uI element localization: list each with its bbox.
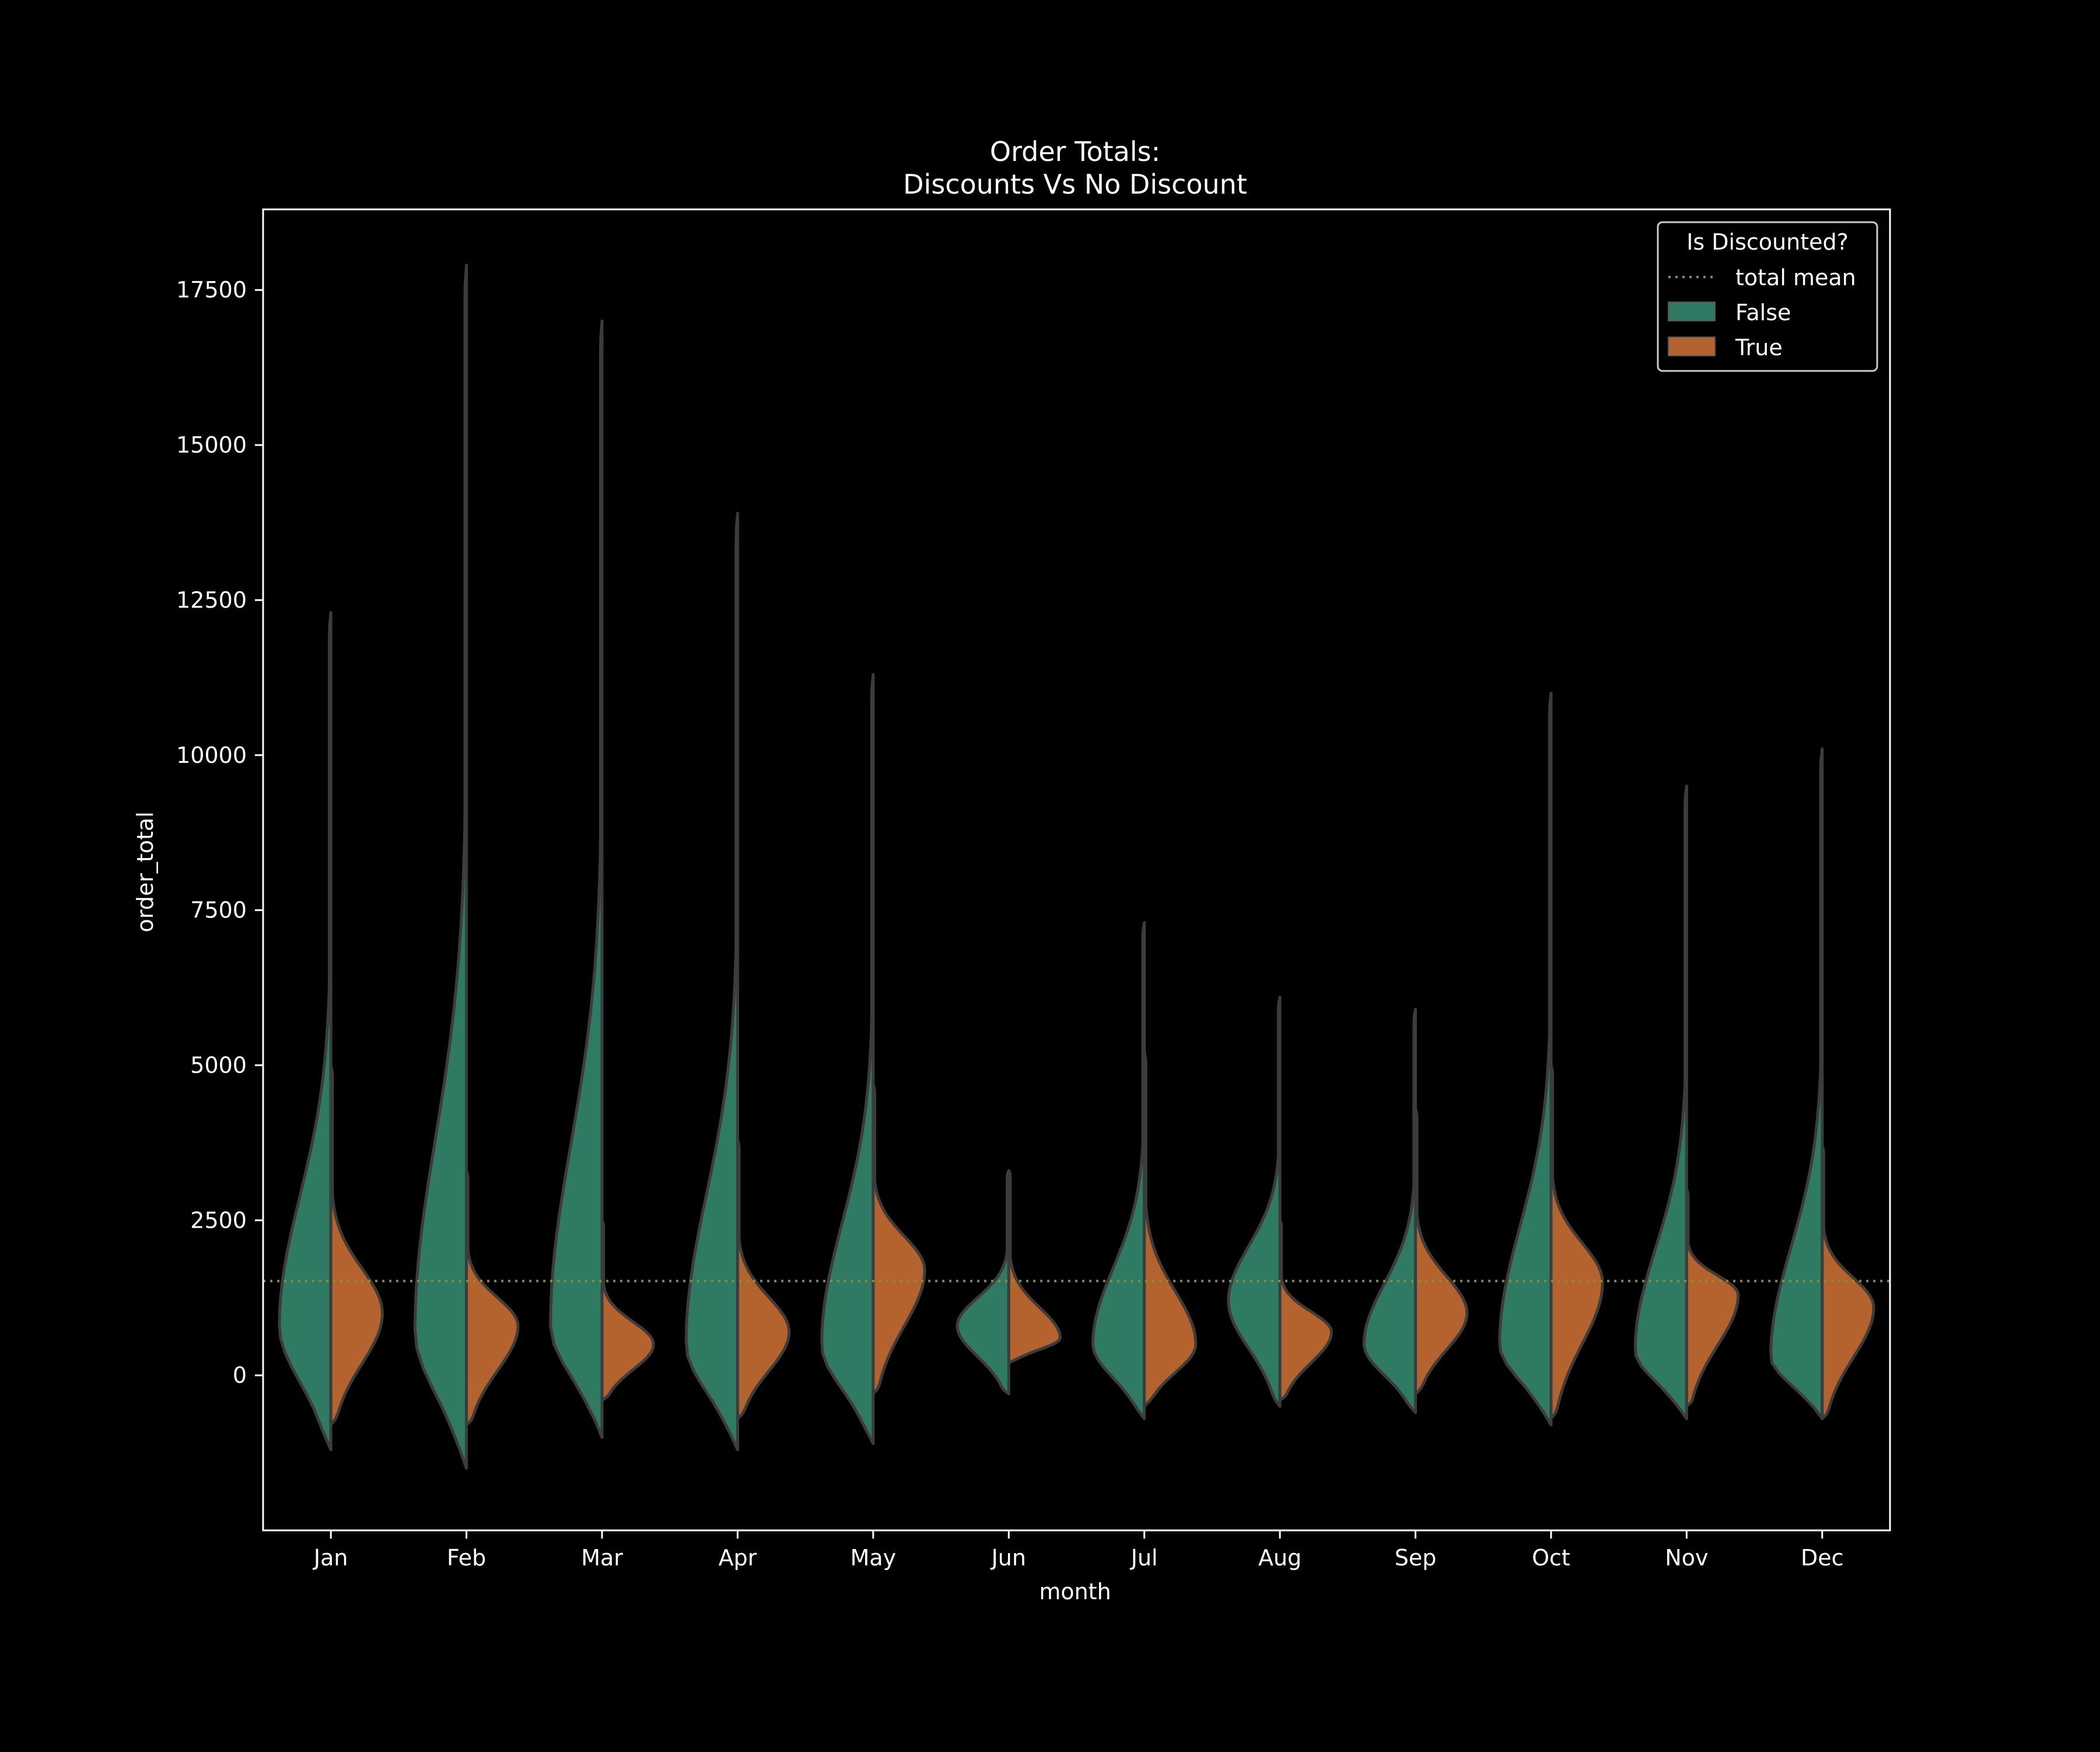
violin-half-false-may bbox=[820, 673, 875, 1445]
violin-half-false-sep bbox=[1362, 1008, 1418, 1414]
x-axis-label: month bbox=[1039, 1579, 1111, 1604]
y-tick-label: 2500 bbox=[190, 1207, 247, 1233]
x-tick-label: Nov bbox=[1665, 1545, 1708, 1571]
x-tick-label: Sep bbox=[1395, 1545, 1437, 1571]
plot-frame bbox=[262, 208, 1891, 1532]
violin-half-false-mar bbox=[549, 319, 604, 1439]
y-tick-label: 17500 bbox=[176, 277, 247, 303]
legend-box bbox=[1657, 221, 1878, 372]
legend-swatch-false bbox=[1668, 302, 1716, 321]
violins-layer bbox=[278, 264, 1875, 1470]
violin-half-true-apr bbox=[736, 1138, 791, 1421]
x-tick-label: May bbox=[850, 1545, 897, 1571]
x-tick-label: Oct bbox=[1532, 1545, 1570, 1571]
x-tick-label: Jun bbox=[991, 1545, 1026, 1571]
x-tick-label: Dec bbox=[1801, 1545, 1844, 1571]
x-tick-label: Apr bbox=[719, 1545, 757, 1571]
x-axis: Jan Feb Mar Apr May Jun Jul Aug Sep Oct Nov Dec bbox=[313, 1530, 1844, 1571]
legend-title: Is Discounted? bbox=[1686, 229, 1849, 255]
legend-label-true: True bbox=[1735, 335, 1783, 360]
violin-half-false-oct bbox=[1498, 691, 1553, 1427]
x-tick-label: Jan bbox=[313, 1545, 348, 1571]
violin-half-true-sep bbox=[1414, 1107, 1469, 1396]
x-tick-label: Jul bbox=[1130, 1545, 1158, 1571]
legend: Is Discounted? total mean False True bbox=[1657, 221, 1878, 372]
y-tick-label: 5000 bbox=[190, 1052, 247, 1078]
violin-half-false-dec bbox=[1769, 747, 1824, 1421]
legend-swatch-true bbox=[1668, 337, 1716, 356]
x-tick-label: Feb bbox=[447, 1545, 486, 1571]
chart-subtitle: Discounts Vs No Discount bbox=[903, 169, 1247, 200]
violin-half-true-oct bbox=[1549, 1063, 1604, 1421]
y-tick-label: 15000 bbox=[176, 432, 247, 458]
violin-half-false-jul bbox=[1091, 921, 1146, 1421]
violin-half-false-aug bbox=[1227, 995, 1282, 1408]
violin-half-true-mar bbox=[600, 1218, 655, 1402]
violin-half-true-jan bbox=[329, 1063, 384, 1427]
violin-half-true-nov bbox=[1685, 1187, 1740, 1408]
violin-half-true-dec bbox=[1821, 1144, 1875, 1421]
violin-half-false-nov bbox=[1633, 784, 1688, 1421]
chart-title: Order Totals: bbox=[990, 136, 1160, 167]
y-tick-label: 7500 bbox=[190, 898, 247, 923]
violin-half-false-feb bbox=[413, 264, 468, 1470]
legend-mean-label: total mean bbox=[1735, 265, 1856, 290]
violin-half-true-aug bbox=[1278, 1218, 1333, 1402]
violin-half-false-jan bbox=[278, 611, 332, 1452]
violin-half-true-jun bbox=[1007, 1169, 1062, 1365]
legend-label-false: False bbox=[1735, 300, 1791, 325]
violin-half-false-jun bbox=[956, 1169, 1010, 1396]
x-tick-label: Mar bbox=[581, 1545, 623, 1571]
y-axis-label: order_total bbox=[132, 811, 158, 932]
y-tick-label: 10000 bbox=[176, 742, 247, 768]
violin-half-false-apr bbox=[684, 511, 739, 1452]
violin-half-true-jul bbox=[1143, 1051, 1198, 1408]
y-tick-label: 0 bbox=[233, 1362, 247, 1388]
violin-half-true-may bbox=[872, 1082, 926, 1396]
y-tick-label: 12500 bbox=[176, 587, 247, 613]
y-axis: 0 2500 5000 7500 10000 12500 15000 17500 bbox=[176, 277, 263, 1388]
x-tick-label: Aug bbox=[1258, 1545, 1301, 1571]
violin-half-true-feb bbox=[465, 1169, 520, 1427]
